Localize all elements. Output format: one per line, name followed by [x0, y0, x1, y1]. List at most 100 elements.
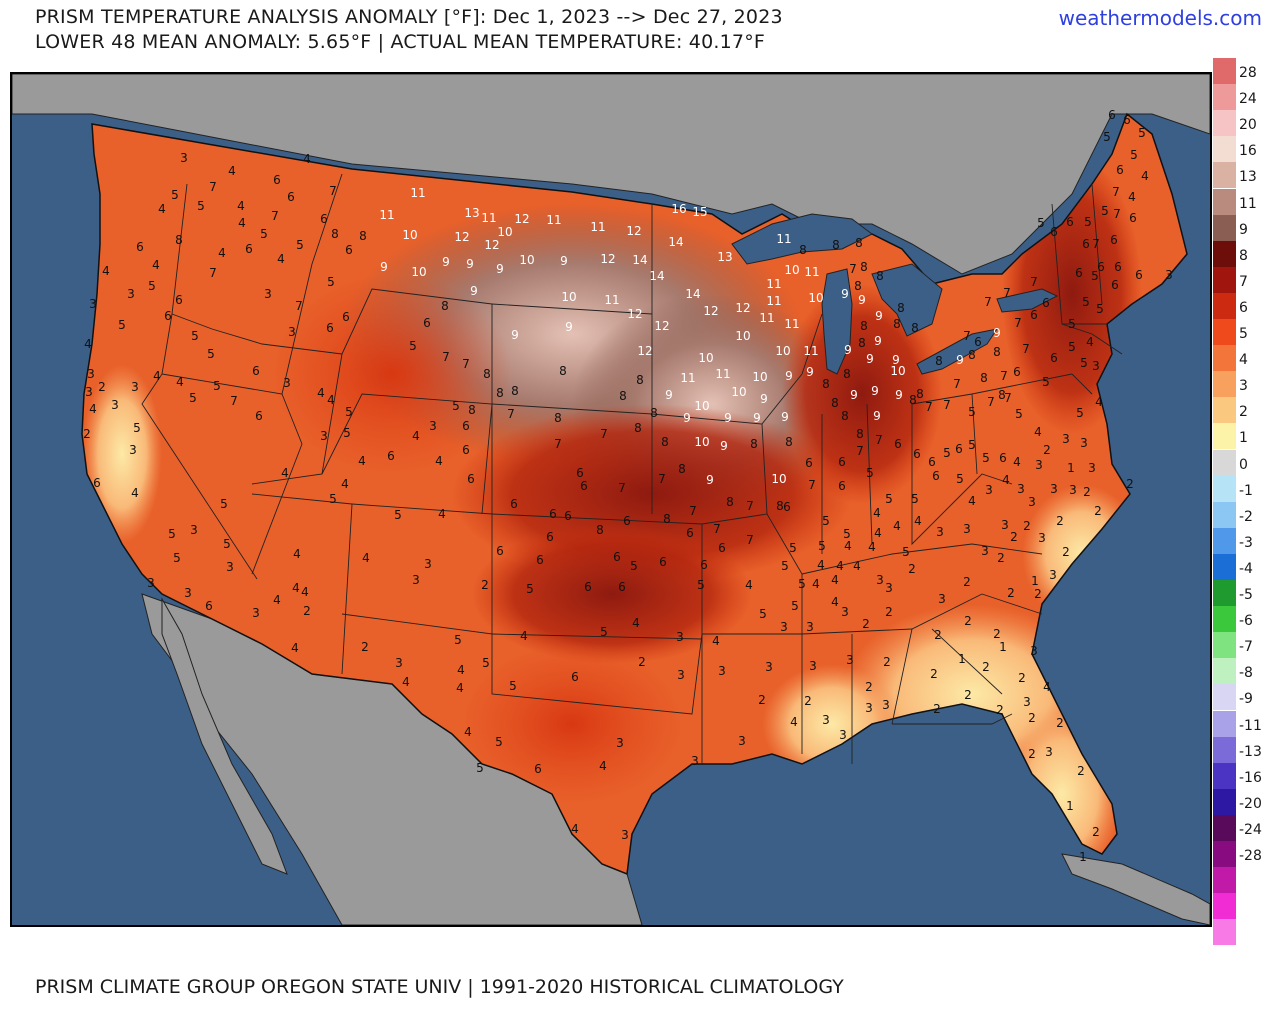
anomaly-value-label: 11 — [766, 294, 781, 308]
anomaly-value-label: 3 — [718, 664, 726, 678]
anomaly-value-label: 5 — [843, 527, 851, 541]
anomaly-value-label: 4 — [293, 547, 301, 561]
anomaly-value-label: 5 — [866, 466, 874, 480]
anomaly-value-label: 6 — [1050, 351, 1058, 365]
anomaly-value-label: 4 — [291, 641, 299, 655]
brand-link[interactable]: weathermodels.com — [1058, 6, 1262, 30]
anomaly-value-label: 8 — [785, 435, 793, 449]
legend-swatch — [1213, 919, 1236, 946]
anomaly-value-label: 5 — [452, 399, 460, 413]
anomaly-value-label: 6 — [546, 530, 554, 544]
anomaly-value-label: 6 — [1030, 308, 1038, 322]
anomaly-value-label: 12 — [484, 238, 499, 252]
anomaly-value-label: 12 — [735, 301, 750, 315]
anomaly-value-label: 5 — [476, 761, 484, 775]
anomaly-value-label: 6 — [838, 455, 846, 469]
anomaly-value-label: 9 — [665, 388, 673, 402]
anomaly-value-label: 3 — [127, 287, 135, 301]
anomaly-value-label: 3 — [111, 398, 119, 412]
anomaly-value-label: 9 — [706, 473, 714, 487]
anomaly-value-label: 9 — [850, 388, 858, 402]
anomaly-value-label: 6 — [164, 309, 172, 323]
anomaly-value-label: 5 — [982, 451, 990, 465]
lake-superior — [731, 213, 873, 265]
anomaly-value-label: 2 — [964, 614, 972, 628]
anomaly-value-label: 3 — [87, 367, 95, 381]
legend-label: 5 — [1239, 326, 1248, 342]
anomaly-value-label: 3 — [1069, 483, 1077, 497]
anomaly-value-label: 6 — [1075, 266, 1083, 280]
anomaly-value-label: 8 — [554, 411, 562, 425]
anomaly-value-label: 5 — [1103, 130, 1111, 144]
anomaly-value-label: 10 — [771, 472, 786, 486]
anomaly-value-label: 7 — [963, 329, 971, 343]
lake-huron — [871, 263, 943, 337]
anomaly-value-label: 4 — [914, 514, 922, 528]
anomaly-value-label: 5 — [630, 559, 638, 573]
anomaly-value-label: 4 — [873, 506, 881, 520]
anomaly-value-label: 4 — [1043, 680, 1051, 694]
anomaly-value-label: 7 — [1003, 286, 1011, 300]
anomaly-value-label: 2 — [997, 551, 1005, 565]
anomaly-value-label: 9 — [511, 328, 519, 342]
anomaly-value-label: 9 — [895, 388, 903, 402]
anomaly-value-label: 7 — [746, 499, 754, 513]
legend-item: 13 — [1213, 162, 1273, 189]
legend-label: 20 — [1239, 117, 1257, 134]
anomaly-value-label: 6 — [580, 479, 588, 493]
legend-item: -6 — [1213, 606, 1273, 633]
anomaly-value-label: 7 — [1004, 391, 1012, 405]
anomaly-value-label: 4 — [153, 369, 161, 383]
legend-label: 11 — [1239, 195, 1257, 212]
anomaly-value-label: 3 — [131, 380, 139, 394]
anomaly-value-label: 9 — [753, 411, 761, 425]
anomaly-value-label: 5 — [1080, 356, 1088, 370]
anomaly-value-label: 3 — [1062, 432, 1070, 446]
anomaly-value-label: 2 — [1028, 747, 1036, 761]
anomaly-value-label: 4 — [238, 216, 246, 230]
anomaly-value-label: 7 — [618, 481, 626, 495]
legend-swatch — [1213, 762, 1236, 789]
anomaly-value-label: 6 — [255, 409, 263, 423]
anomaly-value-label: 4 — [292, 581, 300, 595]
anomaly-value-label: 5 — [1068, 340, 1076, 354]
anomaly-value-label: 4 — [102, 264, 110, 278]
anomaly-value-label: 7 — [209, 180, 217, 194]
anomaly-value-label: 9 — [892, 353, 900, 367]
legend-label: 16 — [1239, 143, 1257, 160]
anomaly-value-label: 7 — [1092, 237, 1100, 251]
anomaly-value-label: 7 — [925, 400, 933, 414]
legend-swatch — [1213, 345, 1236, 372]
legend-item: -16 — [1213, 762, 1273, 789]
anomaly-value-label: 10 — [775, 344, 790, 358]
anomaly-value-label: 4 — [158, 202, 166, 216]
legend-label: -4 — [1239, 560, 1253, 577]
anomaly-value-label: 6 — [783, 500, 791, 514]
anomaly-value-label: 11 — [379, 208, 394, 222]
anomaly-value-label: 2 — [885, 605, 893, 619]
cuba-land — [1061, 853, 1210, 925]
anomaly-value-label: 6 — [999, 451, 1007, 465]
anomaly-value-label: 6 — [1042, 296, 1050, 310]
anomaly-value-label: 6 — [718, 541, 726, 555]
anomaly-value-label: 7 — [295, 299, 303, 313]
legend-swatch — [1213, 684, 1236, 711]
anomaly-value-label: 9 — [956, 353, 964, 367]
anomaly-value-label: 6 — [536, 553, 544, 567]
legend-label: 4 — [1239, 352, 1248, 369]
anomaly-value-label: 6 — [345, 243, 353, 257]
anomaly-value-label: 2 — [1056, 514, 1064, 528]
anomaly-value-label: 6 — [1129, 211, 1137, 225]
legend-item: -4 — [1213, 553, 1273, 580]
anomaly-value-label: 3 — [283, 376, 291, 390]
anomaly-value-label: 5 — [509, 679, 517, 693]
anomaly-value-label: 3 — [1030, 644, 1038, 658]
legend-swatch — [1213, 188, 1236, 215]
anomaly-value-label: 6 — [618, 580, 626, 594]
anomaly-value-label: 5 — [1091, 269, 1099, 283]
legend-swatch — [1213, 58, 1236, 85]
anomaly-value-label: 6 — [320, 212, 328, 226]
legend-item: -24 — [1213, 814, 1273, 841]
anomaly-value-label: 4 — [831, 595, 839, 609]
anomaly-value-label: 3 — [809, 659, 817, 673]
